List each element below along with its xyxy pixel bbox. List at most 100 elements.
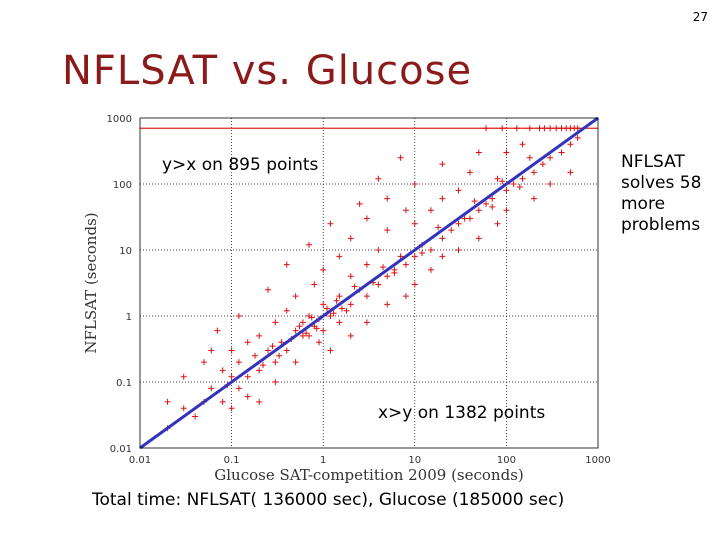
data-point — [503, 187, 510, 194]
data-point — [363, 215, 370, 222]
data-point — [347, 273, 354, 280]
data-point — [461, 215, 468, 222]
data-point — [276, 352, 283, 359]
data-point — [327, 347, 334, 354]
data-point — [272, 359, 279, 366]
data-point — [299, 332, 306, 339]
data-point — [411, 281, 418, 288]
data-point — [327, 220, 334, 227]
data-point — [553, 125, 560, 132]
data-point — [269, 343, 276, 350]
data-point — [356, 200, 363, 207]
data-point — [303, 330, 310, 337]
x-tick-label: 100 — [497, 455, 516, 466]
data-point — [435, 224, 442, 231]
data-point — [466, 169, 473, 176]
data-point — [526, 154, 533, 161]
data-point — [483, 125, 490, 132]
x-tick-label: 10 — [408, 455, 421, 466]
data-point — [343, 307, 350, 314]
data-point — [516, 184, 523, 191]
data-point — [567, 141, 574, 148]
data-point — [283, 347, 290, 354]
data-point — [489, 195, 496, 202]
data-point — [513, 125, 520, 132]
data-point — [235, 313, 242, 319]
data-point — [256, 398, 263, 405]
data-point — [338, 305, 345, 312]
data-point — [530, 169, 537, 176]
data-point — [526, 125, 533, 132]
grid-lines — [140, 118, 598, 448]
data-point — [272, 379, 279, 385]
data-point — [439, 161, 446, 168]
data-point — [503, 207, 510, 214]
data-point — [519, 175, 526, 182]
data-point — [427, 247, 434, 253]
data-point — [214, 327, 221, 334]
data-point — [375, 281, 382, 288]
diagonal-line — [139, 116, 599, 450]
data-point — [180, 405, 187, 412]
data-point — [208, 385, 215, 392]
y-axis-label: NFLSAT (seconds) — [82, 212, 100, 353]
data-point — [499, 178, 506, 185]
data-point — [219, 398, 226, 405]
data-point — [567, 169, 574, 176]
data-point — [347, 301, 354, 308]
data-point — [427, 207, 434, 214]
y-tick-label: 1 — [126, 312, 132, 323]
data-point — [475, 207, 482, 214]
data-point — [375, 175, 382, 182]
data-point — [320, 327, 327, 334]
annotation-bottom: x>y on 1382 points — [378, 403, 546, 423]
tick-labels: 0.01 0.1 1 10 100 1000 0.01 0.1 1 10 100 1000 — [107, 114, 611, 466]
y-tick-label: 100 — [113, 180, 132, 191]
data-point — [439, 235, 446, 242]
data-point — [336, 293, 343, 300]
footer-total-time: Total time: NFLSAT( 136000 sec), Glucose… — [92, 490, 565, 510]
data-point — [499, 125, 506, 132]
data-point — [541, 125, 548, 132]
data-point — [323, 305, 330, 312]
data-points — [164, 125, 581, 432]
data-point — [336, 319, 343, 326]
data-point — [530, 195, 537, 202]
data-point — [244, 339, 251, 346]
x-tick-label: 1 — [320, 455, 326, 466]
data-point — [510, 181, 517, 187]
data-point — [316, 339, 323, 346]
data-point — [228, 347, 235, 354]
data-point — [327, 313, 334, 319]
data-point — [475, 149, 482, 156]
data-point — [235, 385, 242, 392]
data-point — [292, 327, 299, 334]
data-point — [306, 241, 313, 248]
data-point — [256, 332, 263, 339]
data-point — [455, 247, 462, 253]
y-tick-label: 0.1 — [116, 378, 132, 389]
data-point — [265, 347, 272, 354]
data-point — [333, 297, 340, 304]
data-point — [384, 227, 391, 234]
x-tick-label: 0.01 — [129, 455, 151, 466]
data-point — [439, 253, 446, 260]
data-point — [265, 286, 272, 293]
y-tick-label: 10 — [119, 246, 132, 257]
data-point — [391, 269, 398, 276]
slide-number: 27 — [692, 10, 708, 24]
data-point — [292, 359, 299, 366]
x-tick-label: 0.1 — [224, 455, 240, 466]
data-point — [351, 283, 358, 290]
data-point — [192, 413, 199, 420]
data-point — [547, 125, 554, 132]
y-tick-label: 0.01 — [110, 444, 132, 455]
data-point — [201, 359, 208, 366]
data-point — [466, 215, 473, 222]
data-point — [292, 293, 299, 300]
data-point — [380, 264, 387, 271]
y-tick-label: 1000 — [107, 114, 132, 125]
data-point — [363, 293, 370, 300]
data-point — [402, 207, 409, 214]
